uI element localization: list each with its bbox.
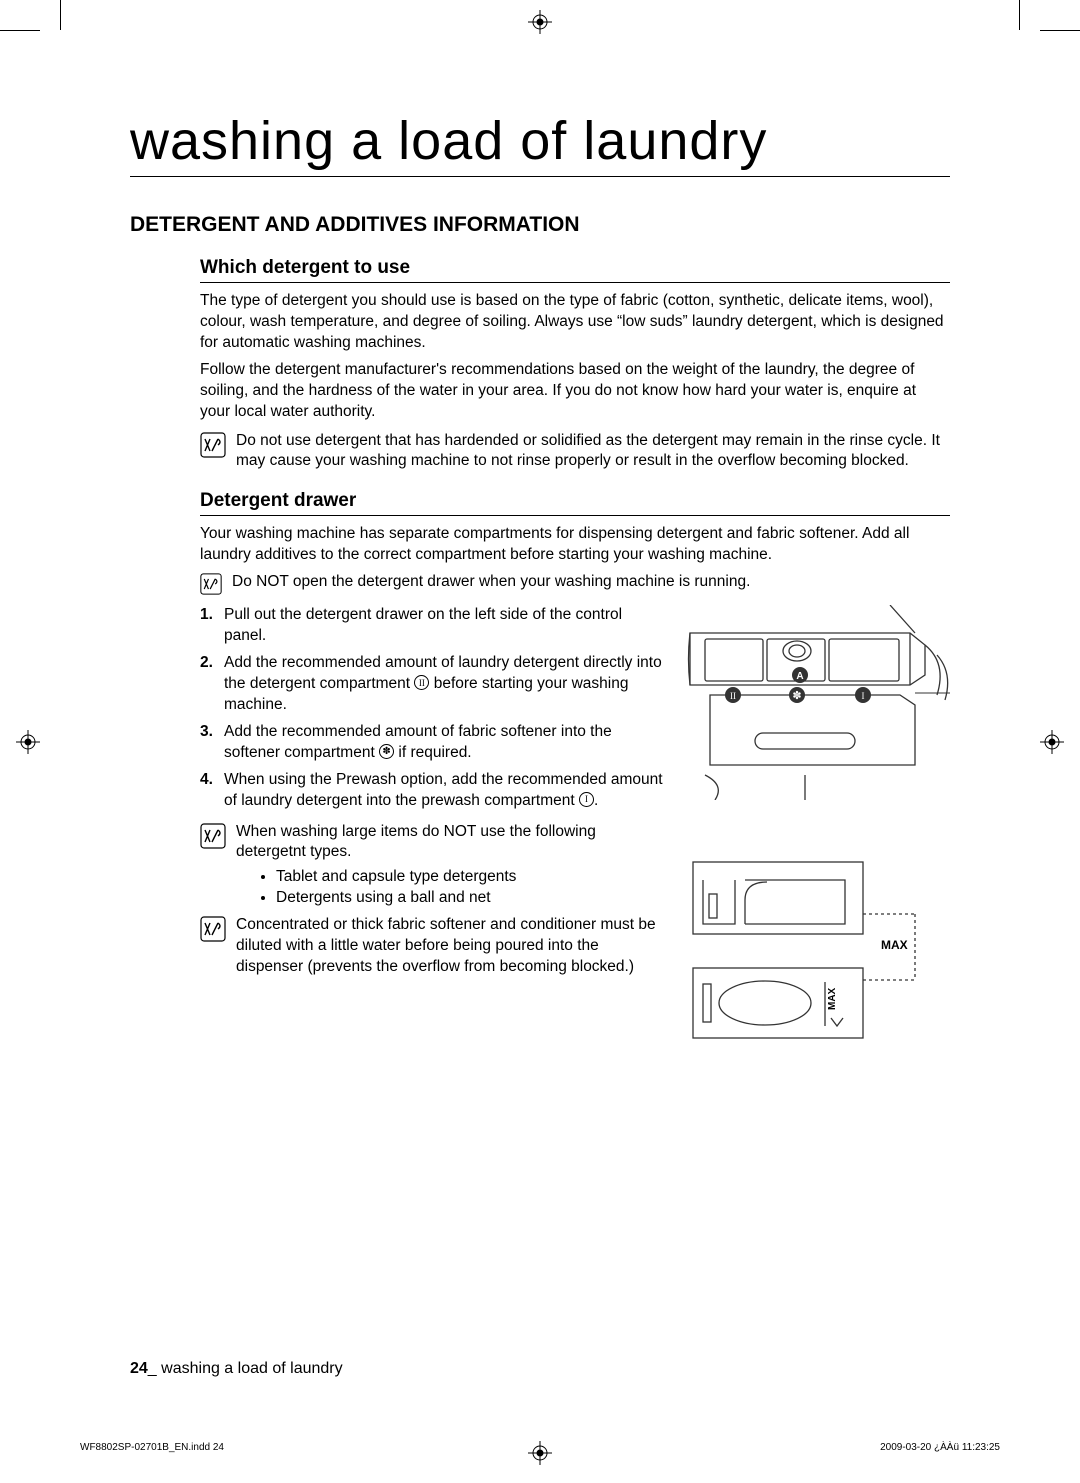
detergent-drawer-section: Detergent drawer Your washing machine ha… bbox=[200, 490, 950, 1055]
sub-heading: Which detergent to use bbox=[200, 257, 950, 283]
paragraph: Your washing machine has separate compar… bbox=[200, 524, 950, 566]
page-number: 24 bbox=[130, 1360, 148, 1377]
svg-text:MAX: MAX bbox=[827, 988, 838, 1011]
svg-text:✽: ✽ bbox=[792, 690, 801, 702]
note: When washing large items do NOT use the … bbox=[200, 822, 665, 910]
indd-file: WF8802SP-02701B_EN.indd 24 bbox=[80, 1442, 224, 1453]
note-text: Do not use detergent that has hardended … bbox=[236, 431, 950, 473]
step: Add the recommended amount of laundry de… bbox=[224, 653, 665, 716]
note-icon bbox=[200, 823, 226, 849]
compartment-two-icon: II bbox=[414, 675, 429, 690]
drawer-illustration: A II ✽ I bbox=[685, 605, 950, 800]
crop-mark bbox=[1019, 0, 1020, 30]
registration-mark-icon bbox=[1040, 730, 1064, 754]
crop-mark bbox=[60, 0, 61, 30]
page-footer: 24_ washing a load of laundry bbox=[130, 1360, 343, 1378]
note: Do not use detergent that has hardended … bbox=[200, 431, 950, 473]
max-label: MAX bbox=[881, 938, 908, 952]
note-text: When washing large items do NOT use the … bbox=[236, 822, 665, 864]
list-item: Tablet and capsule type detergents bbox=[276, 867, 665, 888]
footer-text: washing a load of laundry bbox=[161, 1360, 342, 1377]
svg-text:I: I bbox=[862, 691, 865, 701]
bullet-list: Tablet and capsule type detergents Deter… bbox=[236, 867, 665, 909]
registration-mark-icon bbox=[16, 730, 40, 754]
note-icon bbox=[200, 916, 226, 942]
max-illustration: MAX MAX bbox=[685, 860, 950, 1055]
note-text: Concentrated or thick fabric softener an… bbox=[236, 915, 665, 978]
paragraph: The type of detergent you should use is … bbox=[200, 291, 950, 354]
steps-list: Pull out the detergent drawer on the lef… bbox=[200, 605, 665, 811]
section-heading: DETERGENT AND ADDITIVES INFORMATION bbox=[130, 213, 950, 237]
note: Do NOT open the detergent drawer when yo… bbox=[200, 572, 950, 595]
step: When using the Prewash option, add the r… bbox=[224, 770, 665, 812]
step: Pull out the detergent drawer on the lef… bbox=[224, 605, 665, 647]
page-content: washing a load of laundry DETERGENT AND … bbox=[130, 110, 950, 1073]
crop-mark bbox=[0, 30, 40, 31]
sub-heading: Detergent drawer bbox=[200, 490, 950, 516]
paragraph: Follow the detergent manufacturer's reco… bbox=[200, 360, 950, 423]
imposition-info: WF8802SP-02701B_EN.indd 24 2009-03-20 ¿À… bbox=[80, 1442, 1000, 1453]
registration-mark-icon bbox=[528, 10, 552, 34]
svg-text:A: A bbox=[796, 671, 803, 682]
crop-mark bbox=[1040, 30, 1080, 31]
list-item: Detergents using a ball and net bbox=[276, 888, 665, 909]
which-detergent-section: Which detergent to use The type of deter… bbox=[200, 257, 950, 472]
softener-icon: ✽ bbox=[379, 744, 394, 759]
compartment-one-icon: I bbox=[579, 792, 594, 807]
note-body: When washing large items do NOT use the … bbox=[236, 822, 665, 910]
note-text: Do NOT open the detergent drawer when yo… bbox=[232, 572, 750, 595]
svg-text:II: II bbox=[730, 691, 736, 701]
note-icon bbox=[200, 573, 222, 595]
page-title: washing a load of laundry bbox=[130, 110, 950, 177]
note-icon bbox=[200, 432, 226, 458]
step: Add the recommended amount of fabric sof… bbox=[224, 722, 665, 764]
indd-stamp: 2009-03-20 ¿ÀÀü 11:23:25 bbox=[880, 1442, 1000, 1453]
note: Concentrated or thick fabric softener an… bbox=[200, 915, 665, 978]
